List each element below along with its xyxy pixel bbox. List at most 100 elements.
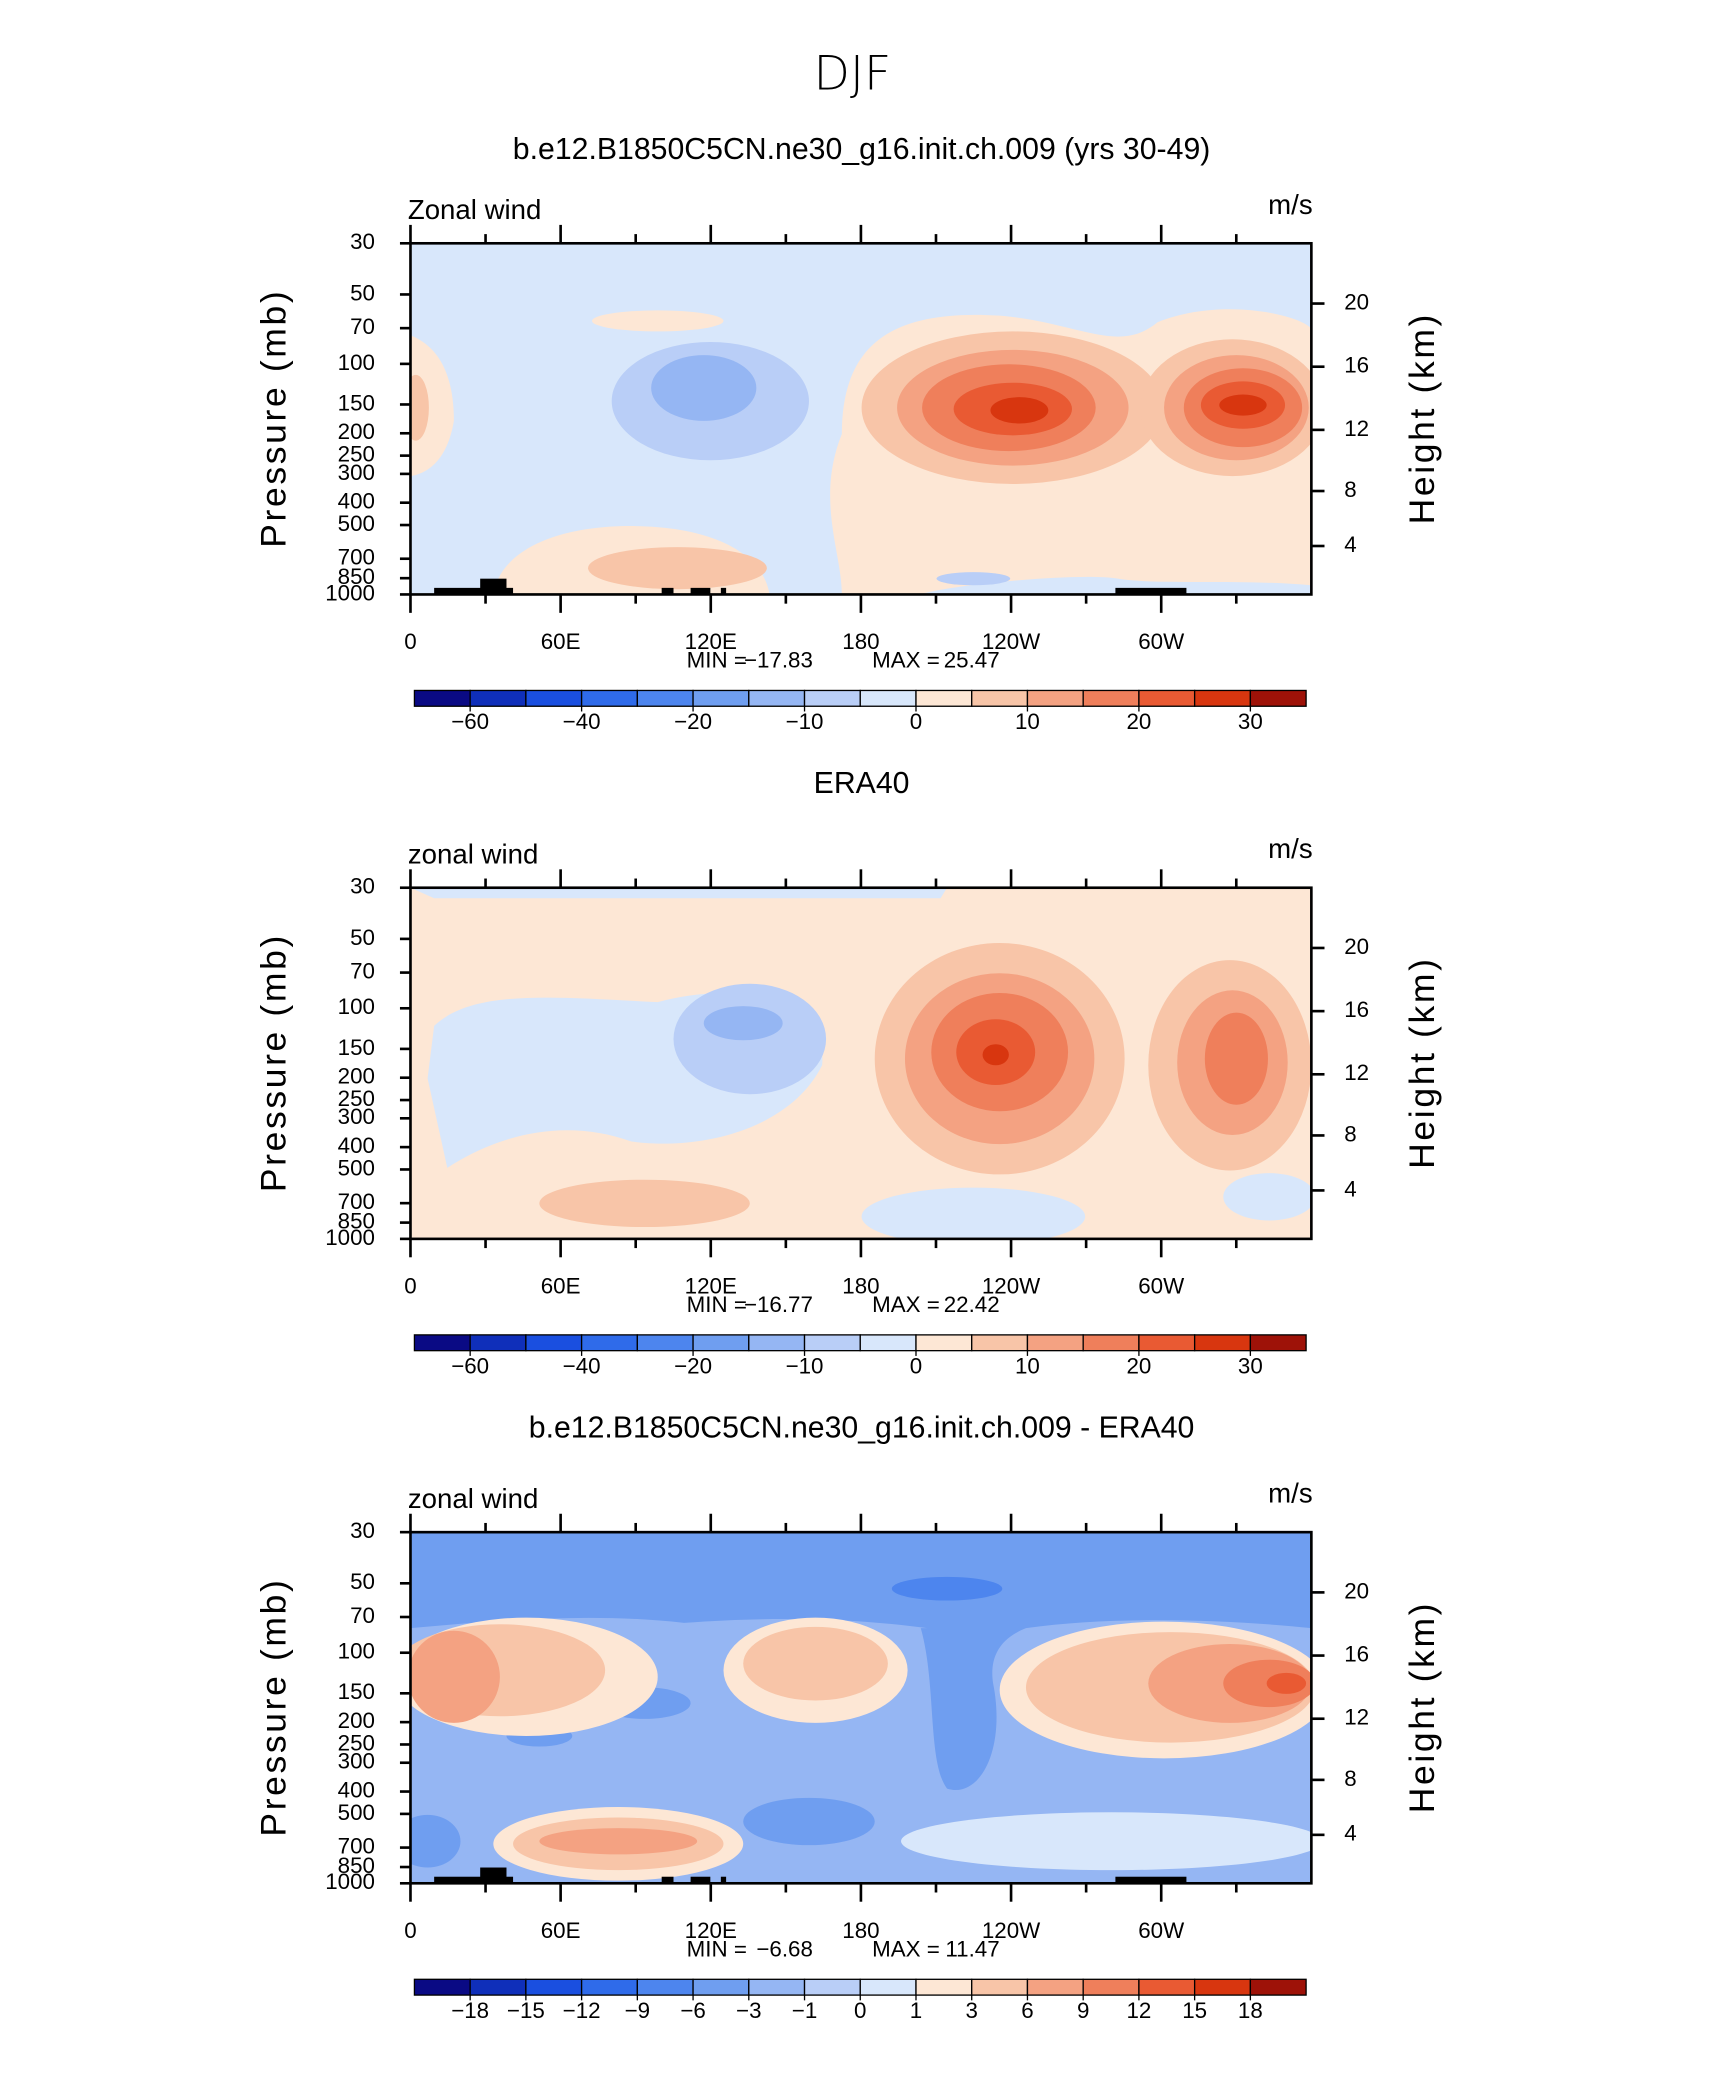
y2-tick-label: 16 [1344, 1641, 1369, 1666]
y-tick-label: 70 [350, 958, 375, 983]
contour-field [410, 1532, 1312, 1884]
y-tick-label: 100 [338, 1639, 375, 1664]
colorbar-box [1249, 1978, 1307, 1996]
colorbar-label: −60 [451, 1354, 489, 1379]
y2-tick-label: 4 [1344, 1176, 1356, 1201]
y2-tick-label: 8 [1344, 1766, 1356, 1791]
y-tick-label: 30 [350, 1518, 375, 1543]
x-tick-label: 120W [982, 1918, 1041, 1943]
topography [480, 578, 507, 595]
min-label: MIN = [687, 1936, 747, 1961]
y-tick-label: 500 [338, 1800, 375, 1825]
colorbar-box [692, 1334, 750, 1352]
colorbar-box [748, 1978, 806, 1996]
contour-fill [891, 1576, 1003, 1601]
colorbar-box [469, 689, 527, 707]
y2-tick-label: 4 [1344, 532, 1356, 557]
min-value: −6.68 [756, 1936, 813, 1961]
x-tick-label: 180 [842, 629, 879, 654]
colorbar-box [580, 1978, 638, 1996]
x-tick-label: 120W [982, 1273, 1041, 1298]
colorbar-label: −15 [507, 1998, 545, 2023]
contour-fill [1266, 1672, 1307, 1694]
y-tick-label: 400 [338, 489, 375, 514]
y-tick-label: 500 [338, 1155, 375, 1180]
y2-tick-label: 16 [1344, 353, 1369, 378]
colorbar-box [469, 1334, 527, 1352]
colorbar-box [469, 1978, 527, 1996]
colorbar-box [413, 689, 471, 707]
contour-fill [588, 547, 767, 590]
colorbar-box [636, 689, 694, 707]
x-tick-label: 120E [685, 1273, 737, 1298]
y-tick-label: 250 [338, 442, 375, 467]
y-tick-label: 700 [338, 1189, 375, 1214]
contour-fill [1219, 394, 1267, 416]
colorbar-box [1026, 1978, 1084, 1996]
panel-title: b.e12.B1850C5CN.ne30_g16.init.ch.009 (yr… [513, 133, 1211, 166]
contour-fill [539, 1179, 750, 1228]
max-label: MAX = [872, 647, 940, 672]
colorbar-box [1193, 1334, 1252, 1352]
x-tick-label: 60W [1138, 1918, 1185, 1943]
field-label: zonal wind [408, 1483, 538, 1514]
colorbar-box [915, 1978, 973, 1996]
contour-field [410, 243, 1312, 595]
colorbar-box [692, 1978, 750, 1996]
y-tick-label: 700 [338, 1833, 375, 1858]
y-axis-title: Pressure (mb) [254, 1578, 294, 1837]
y-tick-label: 700 [338, 545, 375, 570]
x-tick-label: 0 [404, 629, 416, 654]
colorbar-box [915, 689, 973, 707]
colorbar-box [1138, 689, 1196, 707]
x-tick-label: 60E [541, 629, 581, 654]
contour-fill [990, 397, 1049, 424]
colorbar-label: 18 [1238, 1998, 1263, 2023]
x-tick-label: 60E [541, 1273, 581, 1298]
y-tick-label: 150 [338, 390, 375, 415]
field-label: zonal wind [408, 838, 538, 869]
x-tick-label: 60E [541, 1918, 581, 1943]
x-tick-label: 180 [842, 1273, 879, 1298]
contour-fill [901, 1812, 1312, 1871]
contour-fill [410, 335, 454, 477]
contour-field [410, 887, 1312, 1239]
colorbar-label: 30 [1238, 709, 1263, 734]
y-tick-label: 300 [338, 1104, 375, 1129]
colorbar-label: 6 [1021, 1998, 1033, 2023]
y-tick-label: 50 [350, 1569, 375, 1594]
colorbar-box [971, 1978, 1029, 1996]
colorbar-label: 10 [1015, 709, 1040, 734]
colorbar-box [580, 689, 638, 707]
colorbar-label: 3 [966, 1998, 978, 2023]
topography [661, 587, 674, 595]
y2-tick-label: 20 [1344, 934, 1369, 959]
colorbar-box [1082, 689, 1140, 707]
panel: ERA40 zonal wind m/s 0 60E 120E 180 120W 60W 30 50… [254, 767, 1442, 1379]
topography [434, 1876, 514, 1884]
colorbar-box [803, 689, 861, 707]
y2-tick-label: 16 [1344, 997, 1369, 1022]
panel: b.e12.B1850C5CN.ne30_g16.init.ch.009 (yr… [254, 133, 1442, 734]
min-value: −17.83 [744, 647, 813, 672]
colorbar-box [525, 689, 583, 707]
y-tick-label: 1000 [325, 580, 375, 605]
colorbar-box [525, 1978, 583, 1996]
colorbar-box [1082, 1334, 1140, 1352]
colorbar-box [413, 1334, 471, 1352]
y-axis-title: Pressure (mb) [254, 289, 294, 548]
y2-axis-title: Height (km) [1402, 956, 1442, 1168]
colorbar-label: −20 [674, 709, 712, 734]
max-value: 11.47 [945, 1936, 999, 1961]
colorbar-label: −40 [563, 709, 601, 734]
y-tick-label: 30 [350, 229, 375, 254]
panel: b.e12.B1850C5CN.ne30_g16.init.ch.009 - E… [254, 1412, 1442, 2024]
y-axis-title: Pressure (mb) [254, 933, 294, 1192]
contour-fill [591, 310, 724, 332]
colorbar-box [748, 689, 806, 707]
min-label: MIN = [687, 1292, 747, 1317]
colorbar-box [1082, 1978, 1140, 1996]
contour-fill [743, 1797, 875, 1846]
min-label: MIN = [687, 647, 747, 672]
contour-fill [936, 572, 1011, 586]
